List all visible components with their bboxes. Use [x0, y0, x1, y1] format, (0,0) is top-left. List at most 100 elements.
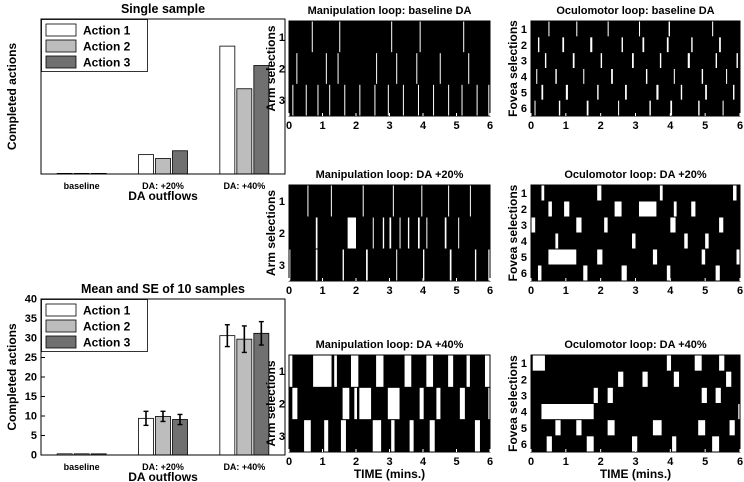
y-tick-label: 0: [31, 450, 37, 462]
selection-event: [374, 84, 376, 116]
selection-event: [673, 69, 675, 84]
selection-event: [698, 100, 700, 116]
selection-event: [715, 53, 718, 68]
bar-action-3-1: [172, 150, 188, 175]
selection-event: [461, 84, 463, 116]
x-tick-label: 6: [737, 456, 743, 468]
selection-event: [673, 371, 680, 387]
row-label: 2: [279, 228, 285, 240]
selection-event: [621, 37, 623, 53]
row-label: 4: [521, 71, 528, 83]
bar-action-1-2: [219, 45, 236, 175]
selection-event: [712, 21, 714, 37]
raster-background: [289, 21, 490, 116]
selection-event: [325, 53, 327, 84]
x-axis-label: DA outflows: [128, 189, 198, 203]
selection-event: [376, 53, 378, 84]
selection-event: [652, 249, 658, 265]
selection-event: [597, 185, 602, 201]
selection-event: [736, 53, 738, 68]
x-axis-label: TIME (mins.): [354, 467, 425, 481]
y-tick-label: 35: [25, 313, 37, 325]
x-tick-label: 2: [353, 120, 359, 132]
bar-action-2-1: [155, 158, 171, 175]
selection-event: [342, 387, 350, 420]
row-label: 5: [521, 252, 527, 264]
x-tick-label: 4: [420, 285, 427, 297]
y-axis-label: Arm selections: [264, 190, 278, 276]
selection-event: [362, 185, 364, 217]
x-tick-label: 5: [453, 120, 459, 132]
selection-event: [726, 69, 728, 84]
selection-event: [311, 21, 313, 53]
y-tick-label: 5: [31, 430, 37, 442]
selection-event: [687, 53, 690, 68]
selection-event: [564, 201, 570, 217]
selection-event: [488, 249, 490, 281]
x-tick-label: 3: [632, 456, 638, 468]
selection-event: [476, 84, 478, 116]
chart-title: Manipulation loop: DA +20%: [316, 169, 464, 181]
selection-event: [719, 355, 725, 371]
y-axis-label: Fovea selections: [506, 20, 520, 117]
selection-event: [645, 69, 648, 84]
selection-event: [350, 355, 359, 387]
selection-event: [712, 436, 720, 452]
selection-event: [680, 84, 683, 100]
selection-event: [705, 84, 707, 100]
row-label: 2: [279, 64, 285, 76]
selection-event: [392, 185, 394, 217]
y-tick-label: 30: [25, 333, 37, 345]
x-tick-label: 1: [563, 456, 569, 468]
legend-swatch: [45, 303, 77, 317]
selection-event: [315, 217, 318, 249]
selection-event: [652, 420, 662, 436]
selection-event: [389, 217, 392, 249]
x-axis-label: TIME (mins.): [600, 467, 671, 481]
x-tick-label: 3: [386, 285, 392, 297]
legend-swatch: [45, 55, 77, 69]
x-tick-label: 1: [563, 285, 569, 297]
selection-event: [548, 201, 552, 217]
selection-event: [416, 53, 418, 84]
selection-event: [558, 100, 561, 116]
selection-event: [726, 371, 732, 387]
selection-event: [666, 37, 669, 53]
row-label: 3: [521, 220, 527, 232]
selection-event: [324, 420, 329, 452]
selection-event: [600, 53, 603, 68]
selection-event: [536, 69, 538, 84]
selection-event: [317, 84, 319, 116]
x-tick-label: 2: [598, 285, 604, 297]
selection-event: [448, 185, 450, 217]
selection-event: [642, 371, 648, 387]
selection-event: [469, 185, 471, 217]
legend-swatch: [45, 335, 77, 349]
selection-event: [289, 355, 293, 387]
legend-label: Action 3: [83, 56, 131, 70]
row-label: 5: [521, 423, 527, 435]
x-tick-label: 6: [487, 120, 493, 132]
selection-event: [330, 185, 332, 217]
selection-event: [313, 355, 332, 387]
raster-background: [531, 355, 740, 452]
selection-event: [334, 355, 337, 387]
x-tick-label: 0: [528, 285, 534, 297]
legend-swatch: [45, 39, 77, 53]
selection-event: [576, 217, 582, 233]
selection-event: [555, 420, 561, 436]
selection-event: [586, 436, 594, 452]
x-tick-label: 2: [353, 285, 359, 297]
legend-label: Action 2: [83, 320, 131, 334]
plot-frame: [40, 18, 286, 175]
selection-event: [583, 265, 588, 281]
bar-action-1-2: [219, 335, 236, 456]
selection-event: [315, 249, 318, 281]
row-label: 3: [279, 431, 285, 443]
selection-event: [488, 387, 490, 420]
selection-event: [382, 217, 385, 249]
selection-event: [304, 420, 311, 452]
legend-label: Action 2: [83, 40, 131, 54]
selection-event: [546, 436, 552, 452]
